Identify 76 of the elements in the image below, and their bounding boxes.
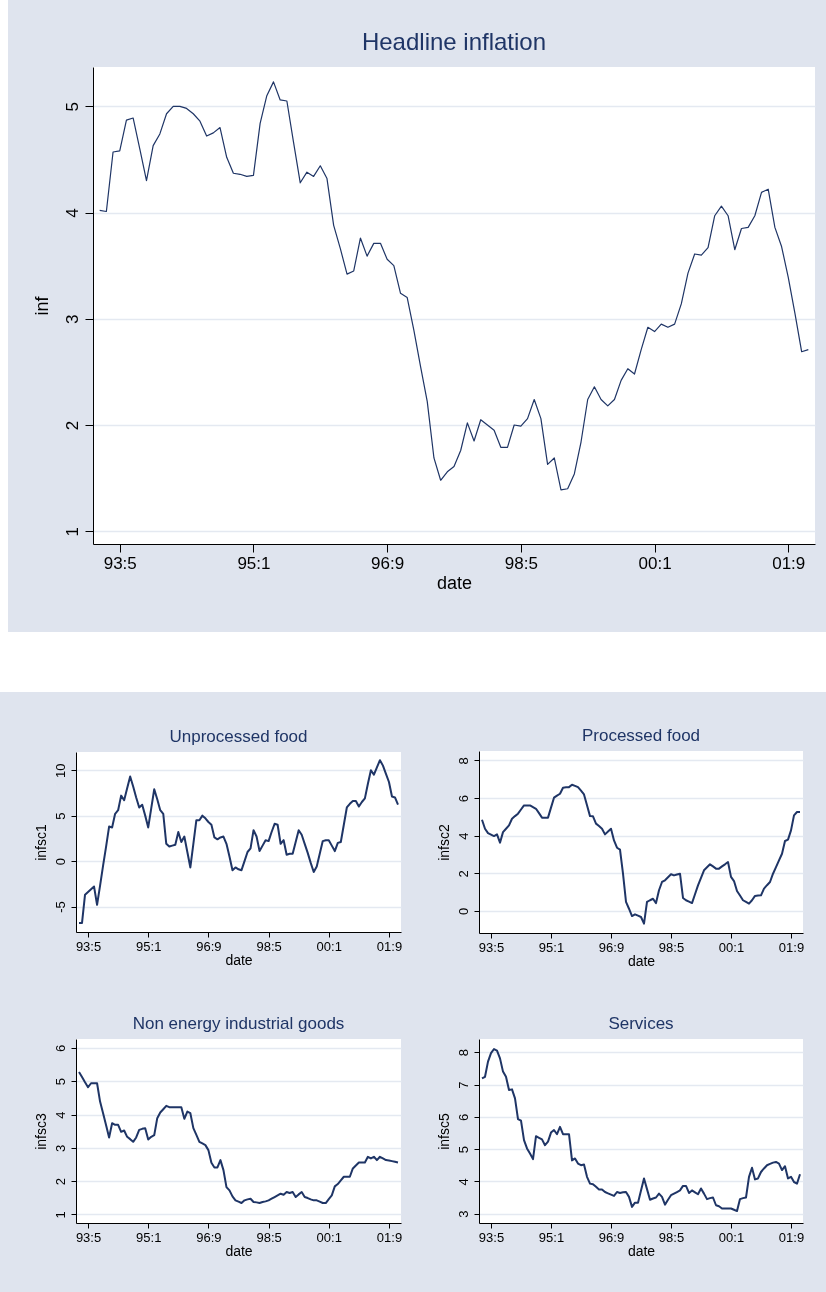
y-tick-label: 2 [62,420,82,431]
y-tick-label: 5 [62,102,82,112]
x-tick-label: 00:1 [316,1229,342,1245]
x-tick-label: 98:5 [658,939,685,955]
y-tick-label: 6 [455,1113,471,1121]
chart-title: Non energy industrial goods [132,1014,345,1033]
x-tick-label: 00:1 [718,1229,745,1245]
x-tick-label: 96:9 [196,1229,222,1245]
y-tick-label: 5 [52,1078,68,1086]
y-tick-label: 0 [455,907,471,916]
y-tick-label: 8 [455,1049,471,1057]
y-tick-label: 3 [455,1210,471,1218]
y-tick-label: 8 [455,757,471,765]
y-tick-label: 4 [62,208,82,218]
x-axis-title: date [436,572,473,593]
y-tick-label: 5 [455,1145,471,1154]
line-series [481,1048,801,1213]
x-tick-label: 93:5 [75,938,102,954]
y-tick-label: 0 [52,857,68,866]
y-tick-label: 6 [52,1044,68,1053]
x-tick-label: 93:5 [75,1229,102,1245]
x-tick-label: 01:9 [772,553,806,573]
chart-title: Headline inflation [361,28,547,55]
x-tick-label: 98:5 [256,938,282,954]
x-tick-label: 96:9 [196,938,222,954]
x-tick-label: 96:9 [598,939,625,955]
y-axis-title: infsc2 [435,824,452,861]
line-series [481,783,801,925]
x-axis-title: date [225,1242,253,1259]
y-tick-label: 4 [455,832,471,840]
chart-title: Services [608,1014,674,1033]
x-tick-label: 01:9 [778,939,805,955]
x-axis-title: date [627,1242,656,1259]
y-tick-label: 5 [52,812,68,820]
y-tick-label: -5 [52,901,68,913]
y-tick-label: 3 [62,314,82,325]
x-tick-label: 01:9 [778,1229,805,1245]
y-tick-label: 4 [52,1111,68,1119]
x-tick-label: 00:1 [638,553,672,573]
chart-title: Processed food [581,726,701,745]
x-tick-label: 95:1 [136,1229,162,1245]
y-tick-label: 10 [52,763,68,778]
y-tick-label: 2 [455,870,471,878]
x-tick-label: 93:5 [478,1229,505,1245]
x-axis-title: date [225,951,253,968]
x-tick-label: 95:1 [136,938,162,954]
y-tick-label: 4 [455,1178,471,1186]
x-tick-label: 95:1 [538,1229,565,1245]
line-series [78,759,399,924]
x-tick-label: 96:9 [598,1229,625,1245]
y-axis-title: infsc3 [32,1113,49,1150]
x-tick-label: 93:5 [103,553,137,573]
x-tick-label: 00:1 [718,939,745,955]
x-tick-label: 95:1 [538,939,565,955]
y-axis-title: infsc1 [32,824,49,861]
x-axis-title: date [627,952,656,969]
y-tick-label: 1 [52,1211,68,1219]
y-tick-label: 6 [455,794,471,803]
x-tick-label: 98:5 [256,1229,282,1245]
y-tick-label: 7 [455,1081,471,1089]
x-tick-label: 95:1 [237,553,271,573]
x-tick-label: 98:5 [658,1229,685,1245]
x-tick-label: 01:9 [376,938,403,954]
y-tick-label: 3 [52,1144,68,1152]
y-tick-label: 1 [62,527,82,537]
x-tick-label: 93:5 [478,939,505,955]
x-tick-label: 01:9 [376,1229,403,1245]
x-tick-label: 96:9 [371,553,405,573]
y-axis-title: inf [31,295,52,316]
chart-title: Unprocessed food [169,727,308,746]
x-tick-label: 00:1 [316,938,342,954]
y-tick-label: 2 [52,1177,68,1186]
y-axis-title: infsc5 [435,1113,452,1150]
x-tick-label: 98:5 [504,553,538,573]
line-series [99,81,809,491]
line-series [78,1070,399,1205]
